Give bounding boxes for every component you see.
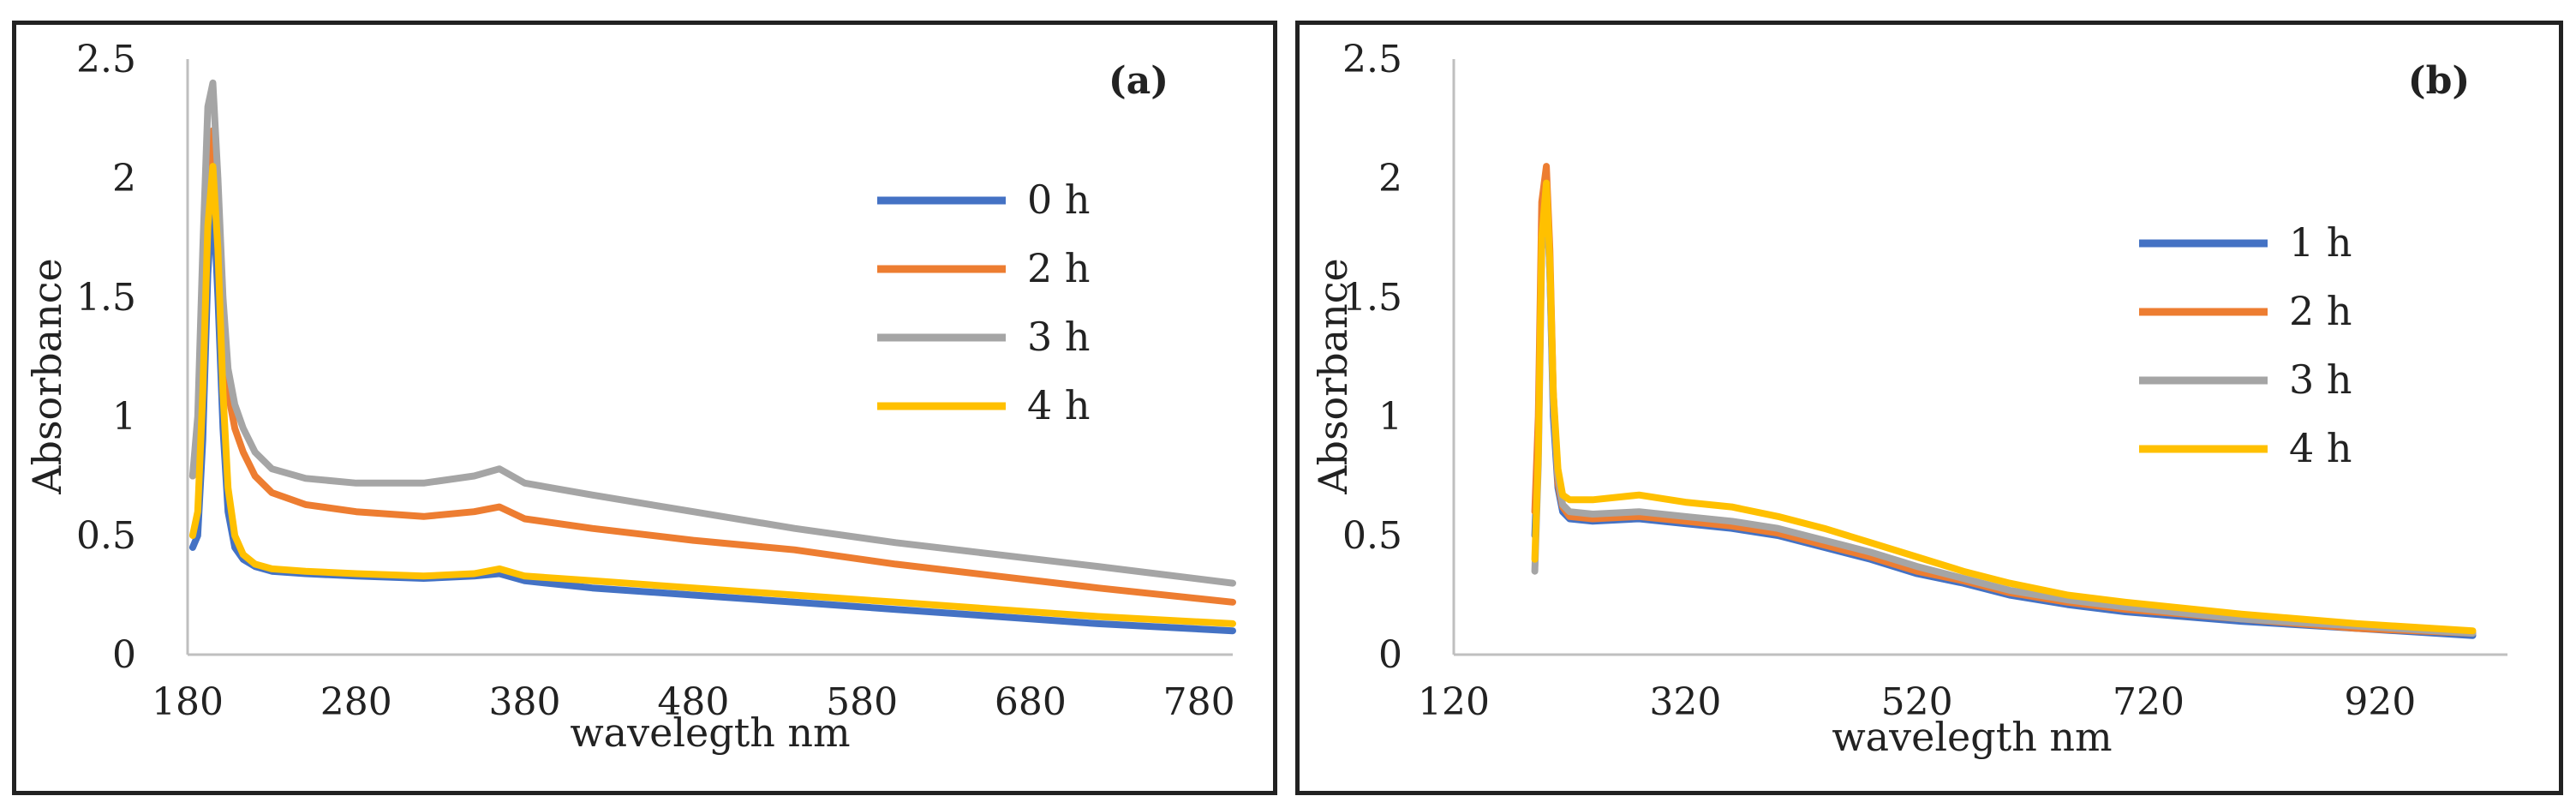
panel-label-b: (b) (2408, 59, 2470, 103)
x-tick-label-b: 720 (2113, 680, 2185, 724)
x-axis-title-b: wavelegth nm (1832, 714, 2112, 760)
y-tick-label-a: 2 (112, 157, 136, 200)
x-tick-label-a: 680 (995, 680, 1067, 724)
x-tick-label-b: 320 (1649, 680, 1721, 724)
y-tick-label-a: 2.5 (76, 38, 136, 81)
chart-b-svg: 0 0.5 1 1.5 2 2.5 120 320 520 720 920 wavelegth nm A… (1310, 38, 2507, 760)
series-line-a-4h (188, 163, 1236, 627)
legend-label-a: 4 h (1027, 382, 1091, 428)
legend-label-b: 3 h (2289, 356, 2352, 403)
x-tick-label-b: 920 (2344, 680, 2416, 724)
panel-label-a: (a) (1109, 59, 1168, 103)
series-line-b-4h (1531, 179, 2477, 635)
y-tick-label-a: 0.5 (76, 514, 136, 558)
y-axis-title-a: Absorbance (24, 258, 70, 494)
y-axis-title-b: Absorbance (1310, 258, 1356, 494)
x-tick-label-b: 120 (1418, 680, 1490, 724)
legend-label-b: 1 h (2289, 219, 2352, 266)
x-tick-label-b: 520 (1881, 680, 1953, 724)
y-tick-label-a: 0 (112, 633, 136, 677)
legend-label-a: 0 h (1027, 177, 1091, 223)
y-tick-label-a: 1.5 (76, 276, 136, 320)
chart-panel-b: 0 0.5 1 1.5 2 2.5 120 320 520 720 920 wavelegth nm A… (1295, 21, 2563, 795)
series-line-a-3h (188, 79, 1236, 587)
legend-label-b: 4 h (2289, 425, 2352, 471)
x-tick-label-a: 180 (152, 680, 224, 724)
legend-label-a: 3 h (1027, 314, 1091, 360)
y-tick-label-b: 1.5 (1342, 276, 1402, 320)
y-tick-label-b: 1 (1378, 395, 1402, 439)
x-tick-label-a: 380 (489, 680, 561, 724)
y-tick-label-b: 0.5 (1342, 514, 1402, 558)
x-tick-label-a: 580 (826, 680, 898, 724)
y-tick-label-b: 2 (1378, 157, 1402, 200)
chart-panel-a: 0 0.5 1 1.5 2 2.5 180 280 380 480 580 680 780 waveleg… (12, 21, 1277, 795)
x-tick-label-a: 780 (1163, 680, 1235, 724)
y-tick-label-b: 2.5 (1342, 38, 1402, 81)
legend-label-a: 2 h (1027, 245, 1091, 291)
y-tick-label-b: 0 (1378, 633, 1402, 677)
x-axis-title-a: wavelegth nm (570, 709, 850, 756)
chart-a-svg: 0 0.5 1 1.5 2 2.5 180 280 380 480 580 680 780 waveleg… (24, 38, 1236, 756)
y-tick-label-a: 1 (112, 395, 136, 439)
x-tick-label-a: 280 (320, 680, 392, 724)
x-tick-label-a: 480 (657, 680, 729, 724)
legend-label-b: 2 h (2289, 288, 2352, 334)
